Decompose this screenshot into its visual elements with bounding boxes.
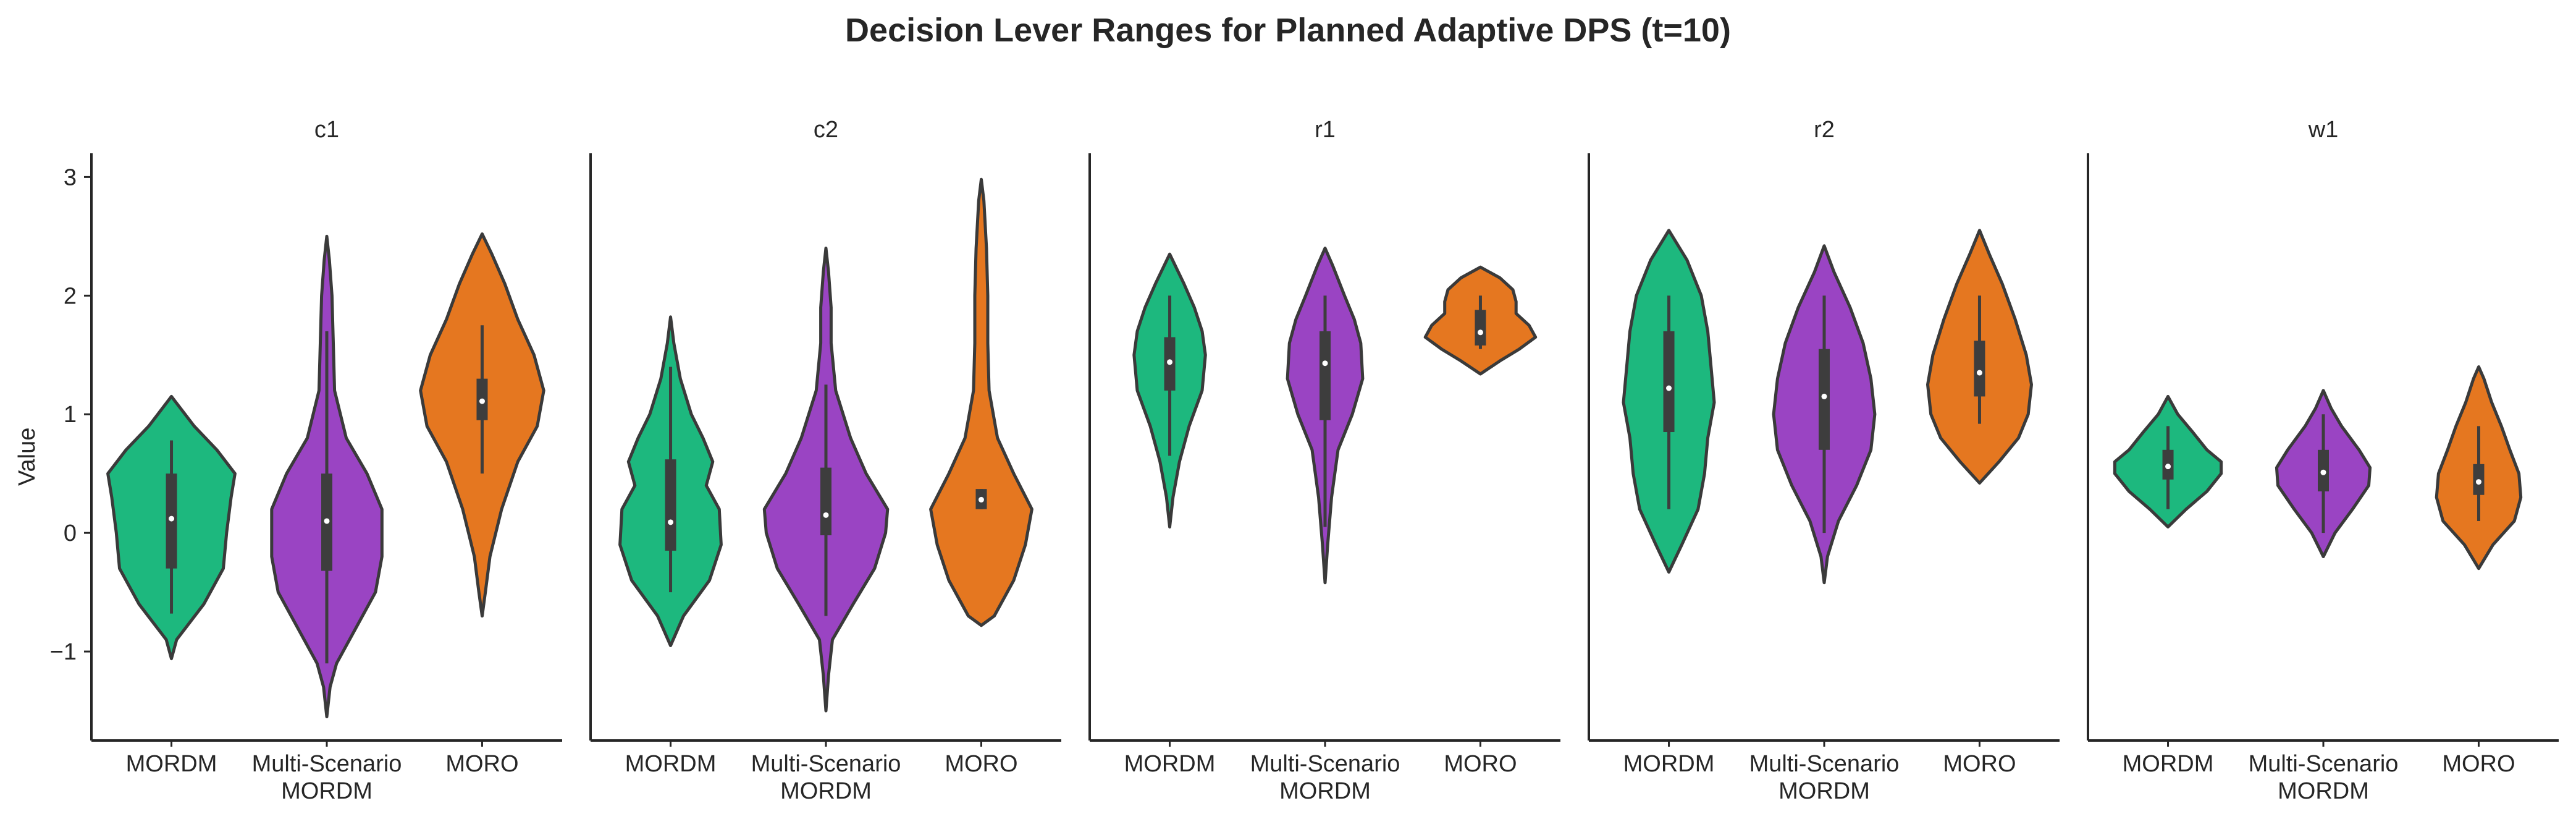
y-tick-label: 1 xyxy=(64,402,77,428)
violin-iqr-box xyxy=(1819,349,1830,450)
violin-c2-moro xyxy=(929,177,1033,627)
violin-median-dot xyxy=(978,496,984,503)
x-tick-label: MORO xyxy=(1943,751,2016,777)
x-tick-label: MORDM xyxy=(126,751,217,777)
panel-title-r1: r1 xyxy=(1315,117,1336,143)
violin-iqr-box xyxy=(1475,310,1486,346)
violin-iqr-box xyxy=(665,459,676,551)
violin-iqr-box xyxy=(1663,331,1675,433)
x-tick-label: Multi-Scenario xyxy=(1749,751,1900,777)
x-tick-label: Multi-Scenario xyxy=(252,751,402,777)
x-tick-label: MORDM xyxy=(281,778,373,804)
violin-median-dot xyxy=(1322,360,1328,367)
x-tick-label: MORDM xyxy=(780,778,872,804)
x-tick-label: MORO xyxy=(1444,751,1517,777)
violin-median-dot xyxy=(1167,359,1173,365)
violin-iqr-box xyxy=(1320,331,1331,420)
x-tick-label: MORDM xyxy=(2278,778,2369,804)
violin-median-dot xyxy=(479,398,485,404)
panel-title-c2: c2 xyxy=(814,117,838,143)
y-tick-label: 2 xyxy=(64,283,77,309)
violin-median-dot xyxy=(1477,329,1483,336)
panel-title-w1: w1 xyxy=(2308,117,2339,143)
x-tick-label: MORDM xyxy=(1623,751,1715,777)
x-tick-label: Multi-Scenario xyxy=(1250,751,1400,777)
x-tick-label: MORO xyxy=(2442,751,2515,777)
violin-median-dot xyxy=(2165,464,2171,470)
x-tick-label: MORO xyxy=(945,751,1017,777)
violin-median-dot xyxy=(668,519,674,525)
x-tick-label: Multi-Scenario xyxy=(2249,751,2399,777)
violin-iqr-box xyxy=(820,467,831,535)
violin-median-dot xyxy=(1976,370,1982,376)
x-tick-label: MORDM xyxy=(1778,778,1870,804)
panel-title-r2: r2 xyxy=(1814,117,1835,143)
violin-iqr-box xyxy=(1974,341,1985,397)
panel-title-c1: c1 xyxy=(314,117,339,143)
x-tick-label: MORDM xyxy=(625,751,717,777)
violin-median-dot xyxy=(324,518,330,524)
y-tick-label: 3 xyxy=(64,164,77,190)
violin-median-dot xyxy=(2475,479,2481,485)
x-tick-label: MORO xyxy=(445,751,518,777)
violin-median-dot xyxy=(2320,469,2326,475)
x-tick-label: Multi-Scenario xyxy=(751,751,901,777)
x-tick-label: MORDM xyxy=(1279,778,1371,804)
violin-median-dot xyxy=(1821,393,1827,399)
x-tick-label: MORDM xyxy=(1124,751,1216,777)
violin-median-dot xyxy=(823,512,829,518)
chart-title: Decision Lever Ranges for Planned Adapti… xyxy=(845,12,1731,49)
violin-median-dot xyxy=(1666,385,1672,391)
x-tick-label: MORDM xyxy=(2123,751,2214,777)
violin-median-dot xyxy=(169,516,175,522)
y-tick-label: 0 xyxy=(64,520,77,546)
y-tick-label: −1 xyxy=(50,639,77,665)
